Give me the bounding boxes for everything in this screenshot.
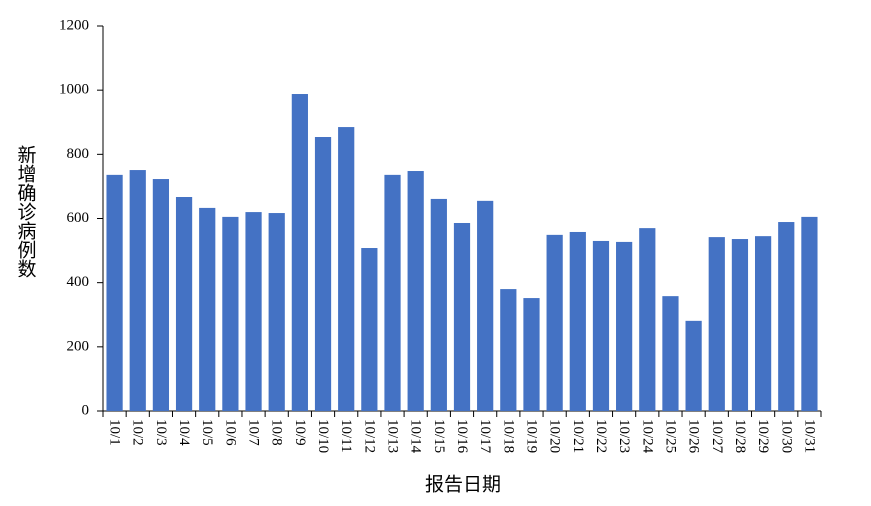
y-axis-label: 新增确诊病例数	[15, 145, 37, 278]
bar	[430, 198, 447, 411]
y-tick-label: 200	[67, 338, 90, 354]
bar	[639, 228, 656, 411]
y-tick-label: 600	[67, 210, 90, 226]
bar	[129, 170, 146, 411]
bar	[199, 207, 216, 411]
bar	[523, 298, 540, 411]
bar	[592, 240, 610, 411]
x-tick-label: 10/8	[269, 419, 285, 446]
y-tick-label: 800	[67, 146, 90, 162]
x-tick-label: 10/7	[246, 419, 262, 446]
bar	[407, 171, 424, 411]
x-tick-label: 10/12	[361, 419, 377, 453]
x-tick-label: 10/29	[755, 419, 771, 453]
y-tick-label: 1200	[59, 17, 89, 33]
bar	[152, 179, 170, 411]
bar	[569, 231, 586, 411]
x-axis-label: 报告日期	[425, 473, 501, 495]
bar	[175, 197, 193, 411]
x-tick-label: 10/30	[778, 419, 794, 453]
x-tick-label: 10/11	[338, 419, 354, 453]
bar	[731, 239, 749, 411]
x-tick-label: 10/23	[616, 419, 632, 453]
bar	[106, 174, 123, 411]
y-tick-label: 400	[67, 274, 90, 290]
x-tick-label: 10/27	[709, 419, 725, 454]
bar	[338, 127, 355, 411]
x-tick-label: 10/26	[686, 419, 702, 454]
bar	[500, 289, 517, 411]
x-tick-label: 10/14	[408, 419, 424, 454]
x-tick-label: 10/31	[801, 419, 817, 453]
bar	[384, 174, 401, 411]
x-tick-label: 10/1	[107, 419, 123, 446]
bar	[314, 137, 332, 411]
x-tick-label: 10/2	[130, 419, 146, 446]
bar	[268, 213, 285, 411]
x-tick-label: 10/18	[500, 419, 516, 453]
bar	[222, 216, 239, 411]
x-tick-label: 10/28	[732, 419, 748, 453]
bar	[801, 216, 818, 411]
bar	[662, 296, 679, 411]
bar	[245, 212, 262, 411]
x-tick-label: 10/15	[431, 419, 447, 453]
x-tick-label: 10/21	[570, 419, 586, 453]
bar	[685, 320, 702, 411]
bar	[708, 237, 725, 411]
bar	[754, 236, 772, 411]
bar	[453, 222, 471, 411]
x-tick-label: 10/4	[176, 419, 192, 446]
x-tick-label: 10/9	[292, 419, 308, 446]
y-tick-label: 0	[82, 402, 90, 418]
bar	[616, 241, 633, 411]
x-tick-label: 10/16	[454, 419, 470, 454]
bar	[361, 248, 378, 411]
x-tick-label: 10/17	[477, 419, 493, 454]
y-tick-label: 1000	[59, 82, 89, 98]
x-tick-label: 10/10	[315, 419, 331, 453]
x-tick-label: 10/25	[662, 419, 678, 453]
x-tick-label: 10/24	[639, 419, 655, 454]
bar	[778, 222, 795, 411]
bar	[477, 200, 494, 411]
x-tick-label: 10/22	[593, 419, 609, 453]
x-tick-label: 10/6	[222, 419, 238, 446]
x-tick-label: 10/5	[199, 419, 215, 446]
x-tick-label: 10/3	[153, 419, 169, 446]
x-tick-label: 10/20	[547, 419, 563, 453]
bar	[291, 94, 308, 412]
x-tick-label: 10/19	[523, 419, 539, 453]
bar	[546, 234, 563, 411]
x-tick-label: 10/13	[385, 419, 401, 453]
